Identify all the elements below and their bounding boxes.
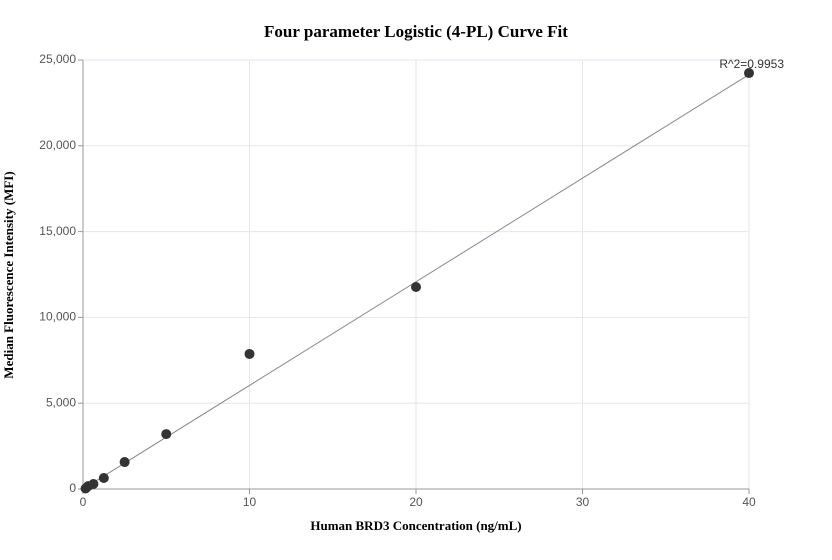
y-tick-label: 20,000 [39, 138, 76, 152]
fit-line [82, 74, 750, 490]
y-tick-label: 5,000 [46, 395, 76, 409]
data-point [744, 68, 754, 79]
x-axis-label: Human BRD3 Concentration (ng/mL) [310, 518, 521, 533]
data-point [244, 348, 255, 359]
data-point [88, 479, 99, 490]
annotation: R^2=0.9953 [719, 57, 784, 71]
data-point [411, 282, 421, 293]
data-point [119, 457, 130, 468]
chart-title: Four parameter Logistic (4-PL) Curve Fit [264, 22, 568, 41]
x-tick-label: 20 [409, 495, 423, 509]
data-point [161, 429, 172, 440]
x-tick-label: 30 [576, 495, 590, 509]
y-tick-label: 0 [69, 481, 76, 495]
x-tick-label: 0 [80, 495, 87, 509]
data-point [98, 473, 109, 484]
y-tick-label: 15,000 [39, 224, 76, 238]
y-tick-label: 25,000 [39, 52, 76, 66]
y-tick-label: 10,000 [39, 310, 76, 324]
x-tick-label: 10 [243, 495, 257, 509]
x-tick-label: 40 [742, 495, 756, 509]
y-axis-label: Median Fluorescence Intensity (MFI) [1, 171, 16, 378]
